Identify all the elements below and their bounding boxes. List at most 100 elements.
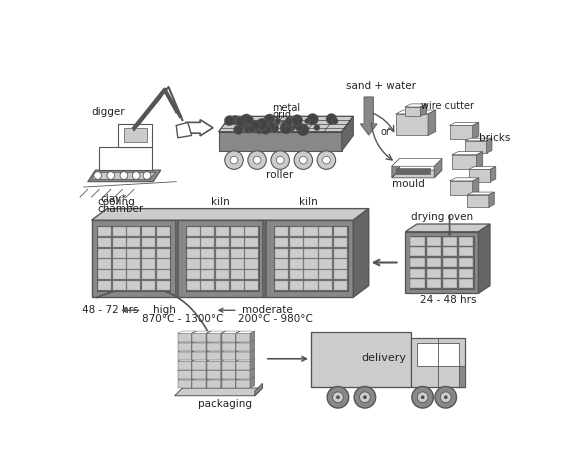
Polygon shape	[486, 138, 492, 153]
Bar	[216, 270, 229, 279]
Polygon shape	[91, 220, 353, 297]
Circle shape	[239, 123, 246, 131]
Circle shape	[248, 151, 266, 169]
Bar	[334, 227, 347, 236]
Polygon shape	[192, 343, 206, 351]
Bar	[459, 248, 473, 256]
Circle shape	[264, 121, 275, 132]
Bar	[187, 238, 200, 247]
Polygon shape	[207, 368, 226, 370]
Polygon shape	[222, 340, 240, 343]
Polygon shape	[206, 340, 211, 351]
Bar	[411, 269, 425, 278]
Bar	[98, 281, 111, 290]
Polygon shape	[206, 368, 211, 379]
Polygon shape	[250, 377, 255, 388]
Bar	[426, 258, 441, 267]
Circle shape	[264, 114, 274, 124]
Bar	[290, 270, 303, 279]
Circle shape	[255, 124, 265, 134]
Circle shape	[359, 392, 370, 402]
Polygon shape	[207, 359, 226, 361]
Circle shape	[256, 121, 266, 132]
Bar	[156, 249, 170, 258]
Polygon shape	[99, 147, 151, 170]
Polygon shape	[186, 227, 259, 291]
Bar	[426, 269, 441, 278]
Polygon shape	[91, 209, 369, 220]
Polygon shape	[178, 361, 192, 370]
Circle shape	[271, 151, 289, 169]
Polygon shape	[222, 333, 235, 342]
Polygon shape	[175, 388, 263, 396]
Polygon shape	[236, 370, 250, 379]
Circle shape	[261, 123, 270, 131]
Bar	[304, 270, 318, 279]
Circle shape	[120, 172, 128, 179]
Bar	[275, 281, 288, 290]
Polygon shape	[186, 120, 213, 136]
Bar	[187, 281, 200, 290]
Polygon shape	[236, 368, 255, 370]
Bar	[304, 281, 318, 290]
Polygon shape	[207, 343, 221, 351]
Circle shape	[143, 172, 151, 179]
Bar	[319, 270, 332, 279]
Bar	[459, 269, 473, 278]
Bar	[201, 270, 214, 279]
Circle shape	[314, 124, 320, 131]
Polygon shape	[124, 128, 147, 142]
Bar	[334, 238, 347, 247]
Text: drying oven: drying oven	[411, 212, 473, 222]
Circle shape	[290, 125, 295, 131]
Text: bricks: bricks	[479, 133, 510, 143]
Polygon shape	[192, 331, 196, 342]
Circle shape	[260, 123, 271, 134]
Text: delivery: delivery	[361, 353, 406, 363]
Circle shape	[295, 122, 303, 131]
Polygon shape	[473, 178, 479, 195]
Polygon shape	[235, 359, 240, 370]
Circle shape	[304, 118, 310, 124]
Bar	[187, 249, 200, 258]
Polygon shape	[178, 350, 196, 352]
Polygon shape	[192, 377, 211, 380]
Polygon shape	[392, 159, 442, 166]
Polygon shape	[410, 236, 474, 289]
Bar	[231, 259, 244, 269]
Polygon shape	[235, 340, 240, 351]
Polygon shape	[222, 331, 240, 333]
Polygon shape	[479, 224, 490, 293]
Circle shape	[435, 387, 456, 408]
Bar	[231, 270, 244, 279]
Polygon shape	[192, 380, 206, 388]
Polygon shape	[207, 370, 221, 379]
Bar	[128, 281, 141, 290]
Text: chamber: chamber	[98, 205, 144, 214]
Bar	[98, 259, 111, 269]
Circle shape	[326, 114, 337, 124]
Circle shape	[412, 387, 433, 408]
Bar	[231, 281, 244, 290]
Polygon shape	[250, 331, 255, 342]
Bar	[201, 238, 214, 247]
Bar	[319, 249, 332, 258]
Bar	[334, 270, 347, 279]
Bar	[334, 281, 347, 290]
Text: kiln: kiln	[211, 197, 230, 207]
Polygon shape	[91, 172, 155, 179]
Polygon shape	[207, 361, 221, 370]
Bar	[156, 270, 170, 279]
Bar	[98, 270, 111, 279]
Polygon shape	[452, 155, 476, 168]
Bar	[142, 227, 155, 236]
Polygon shape	[467, 195, 489, 207]
Polygon shape	[222, 352, 235, 360]
Polygon shape	[207, 377, 226, 380]
Bar	[245, 270, 258, 279]
Polygon shape	[235, 368, 240, 379]
Polygon shape	[396, 168, 430, 174]
Polygon shape	[250, 359, 255, 370]
Polygon shape	[178, 340, 196, 343]
Polygon shape	[465, 138, 492, 141]
